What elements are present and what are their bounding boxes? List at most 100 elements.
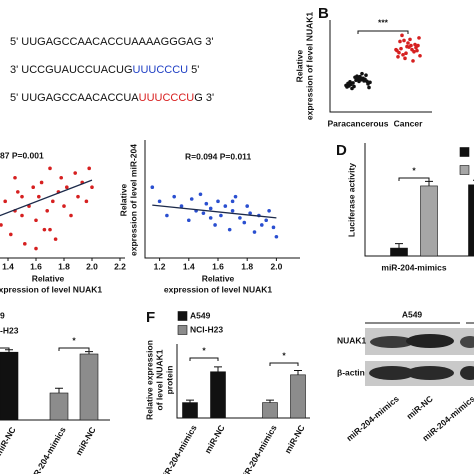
y-axis-label: expression of level miR-204 xyxy=(128,144,138,256)
x-tick-label: 2.0 xyxy=(270,261,282,271)
data-point xyxy=(357,79,361,84)
data-point xyxy=(76,194,80,199)
x-tick-label: 1.4 xyxy=(2,261,14,271)
data-point xyxy=(414,45,418,50)
significance-label: * xyxy=(282,350,286,360)
data-point xyxy=(223,204,228,208)
data-point xyxy=(418,53,422,58)
error-bar xyxy=(425,180,433,186)
blot-band xyxy=(369,366,415,380)
significance-bracket xyxy=(357,30,409,34)
significance-label: * xyxy=(72,335,76,345)
data-point xyxy=(65,185,69,189)
data-point xyxy=(402,38,406,43)
x-tick-label: miR-204-mimics xyxy=(237,423,278,474)
data-point xyxy=(267,209,271,213)
data-point xyxy=(230,199,235,204)
trend-line xyxy=(0,179,93,217)
significance-label: * xyxy=(202,345,206,355)
blot-band xyxy=(370,336,414,348)
blot-band xyxy=(406,366,454,380)
blot-band xyxy=(406,334,454,348)
data-point xyxy=(396,55,400,59)
axis xyxy=(144,140,300,259)
lane-label: miR-204-mimics xyxy=(344,393,401,443)
x-tick-label: 1.8 xyxy=(58,261,70,271)
blot-band xyxy=(460,336,474,348)
x-tick-label: 1.8 xyxy=(241,261,253,271)
data-point xyxy=(245,204,249,208)
data-point xyxy=(404,51,408,56)
sequence-part: UUUCCCU xyxy=(139,92,195,104)
data-point xyxy=(3,199,7,204)
y-axis-label: Relative xyxy=(118,183,128,216)
y-axis-label: of level NUAK1 xyxy=(154,349,164,410)
data-point xyxy=(62,204,66,208)
data-point xyxy=(189,197,194,201)
bar xyxy=(420,185,438,257)
data-point xyxy=(233,194,238,199)
x-tick-label: 2.2 xyxy=(114,261,126,271)
data-point xyxy=(213,223,217,227)
data-point xyxy=(204,201,209,206)
data-point xyxy=(37,194,41,199)
x-axis-label: expression of level NUAK1 xyxy=(0,284,102,294)
sequence-part: G 3' xyxy=(194,92,214,104)
data-point xyxy=(13,175,17,180)
sequence-part: 5' UUGAGCCAACACCUAAAAGGGAG 3' xyxy=(10,36,213,48)
stats-label: R=0.094 P=0.011 xyxy=(185,151,251,161)
data-point xyxy=(260,223,264,227)
bar xyxy=(0,351,19,421)
data-point xyxy=(395,48,399,53)
data-point xyxy=(346,81,350,86)
data-point xyxy=(407,45,411,49)
data-point xyxy=(157,199,162,204)
data-point xyxy=(90,185,94,189)
data-point xyxy=(216,199,220,204)
sequence: 5' UUGAGCCAACACCUAUUUCCCUG 3' xyxy=(10,92,214,104)
x-axis-label: Relative xyxy=(32,273,65,283)
data-point xyxy=(34,246,38,251)
data-point xyxy=(364,73,368,77)
significance-bracket xyxy=(189,357,219,361)
data-point xyxy=(39,180,44,185)
legend-label: -H23 xyxy=(0,325,19,335)
bar xyxy=(262,402,278,419)
data-point xyxy=(9,232,13,237)
data-point xyxy=(411,59,415,63)
x-tick-label: miR-204-mimics xyxy=(381,262,446,272)
blot-row-label: NUAK1 xyxy=(337,335,367,345)
data-point xyxy=(367,85,371,90)
lane-label: miR-NC xyxy=(404,394,434,422)
legend-label: 9 xyxy=(0,310,5,320)
stats-label: 87 P=0.001 xyxy=(0,150,44,160)
x-tick-label: miR-NC xyxy=(282,423,306,455)
data-point xyxy=(51,199,55,204)
data-point xyxy=(271,225,276,230)
axis xyxy=(329,20,432,113)
data-point xyxy=(59,175,63,180)
data-point xyxy=(208,206,213,211)
sequence: 3' UCCGUAUCCUACUGUUUCCCU 5' xyxy=(10,64,199,76)
bar xyxy=(468,184,474,257)
y-axis-label: Relative expression xyxy=(144,340,154,420)
bar xyxy=(182,402,198,419)
x-tick-label: Cancer xyxy=(394,118,424,128)
data-point xyxy=(403,56,407,61)
legend-swatch xyxy=(459,165,470,175)
data-point xyxy=(219,213,223,218)
data-point xyxy=(48,227,52,232)
data-point xyxy=(353,75,357,80)
data-point xyxy=(69,213,73,218)
bar xyxy=(49,392,69,421)
data-point xyxy=(345,85,349,89)
blot-title: A549 xyxy=(402,309,423,319)
error-bar xyxy=(55,387,63,393)
data-point xyxy=(350,86,354,91)
data-point xyxy=(42,227,47,232)
axis xyxy=(0,257,125,259)
sequence: 5' UUGAGCCAACACCUAAAAGGGAG 3' xyxy=(10,36,213,48)
error-bar xyxy=(294,370,302,375)
sequence-part: 5' xyxy=(188,64,199,76)
